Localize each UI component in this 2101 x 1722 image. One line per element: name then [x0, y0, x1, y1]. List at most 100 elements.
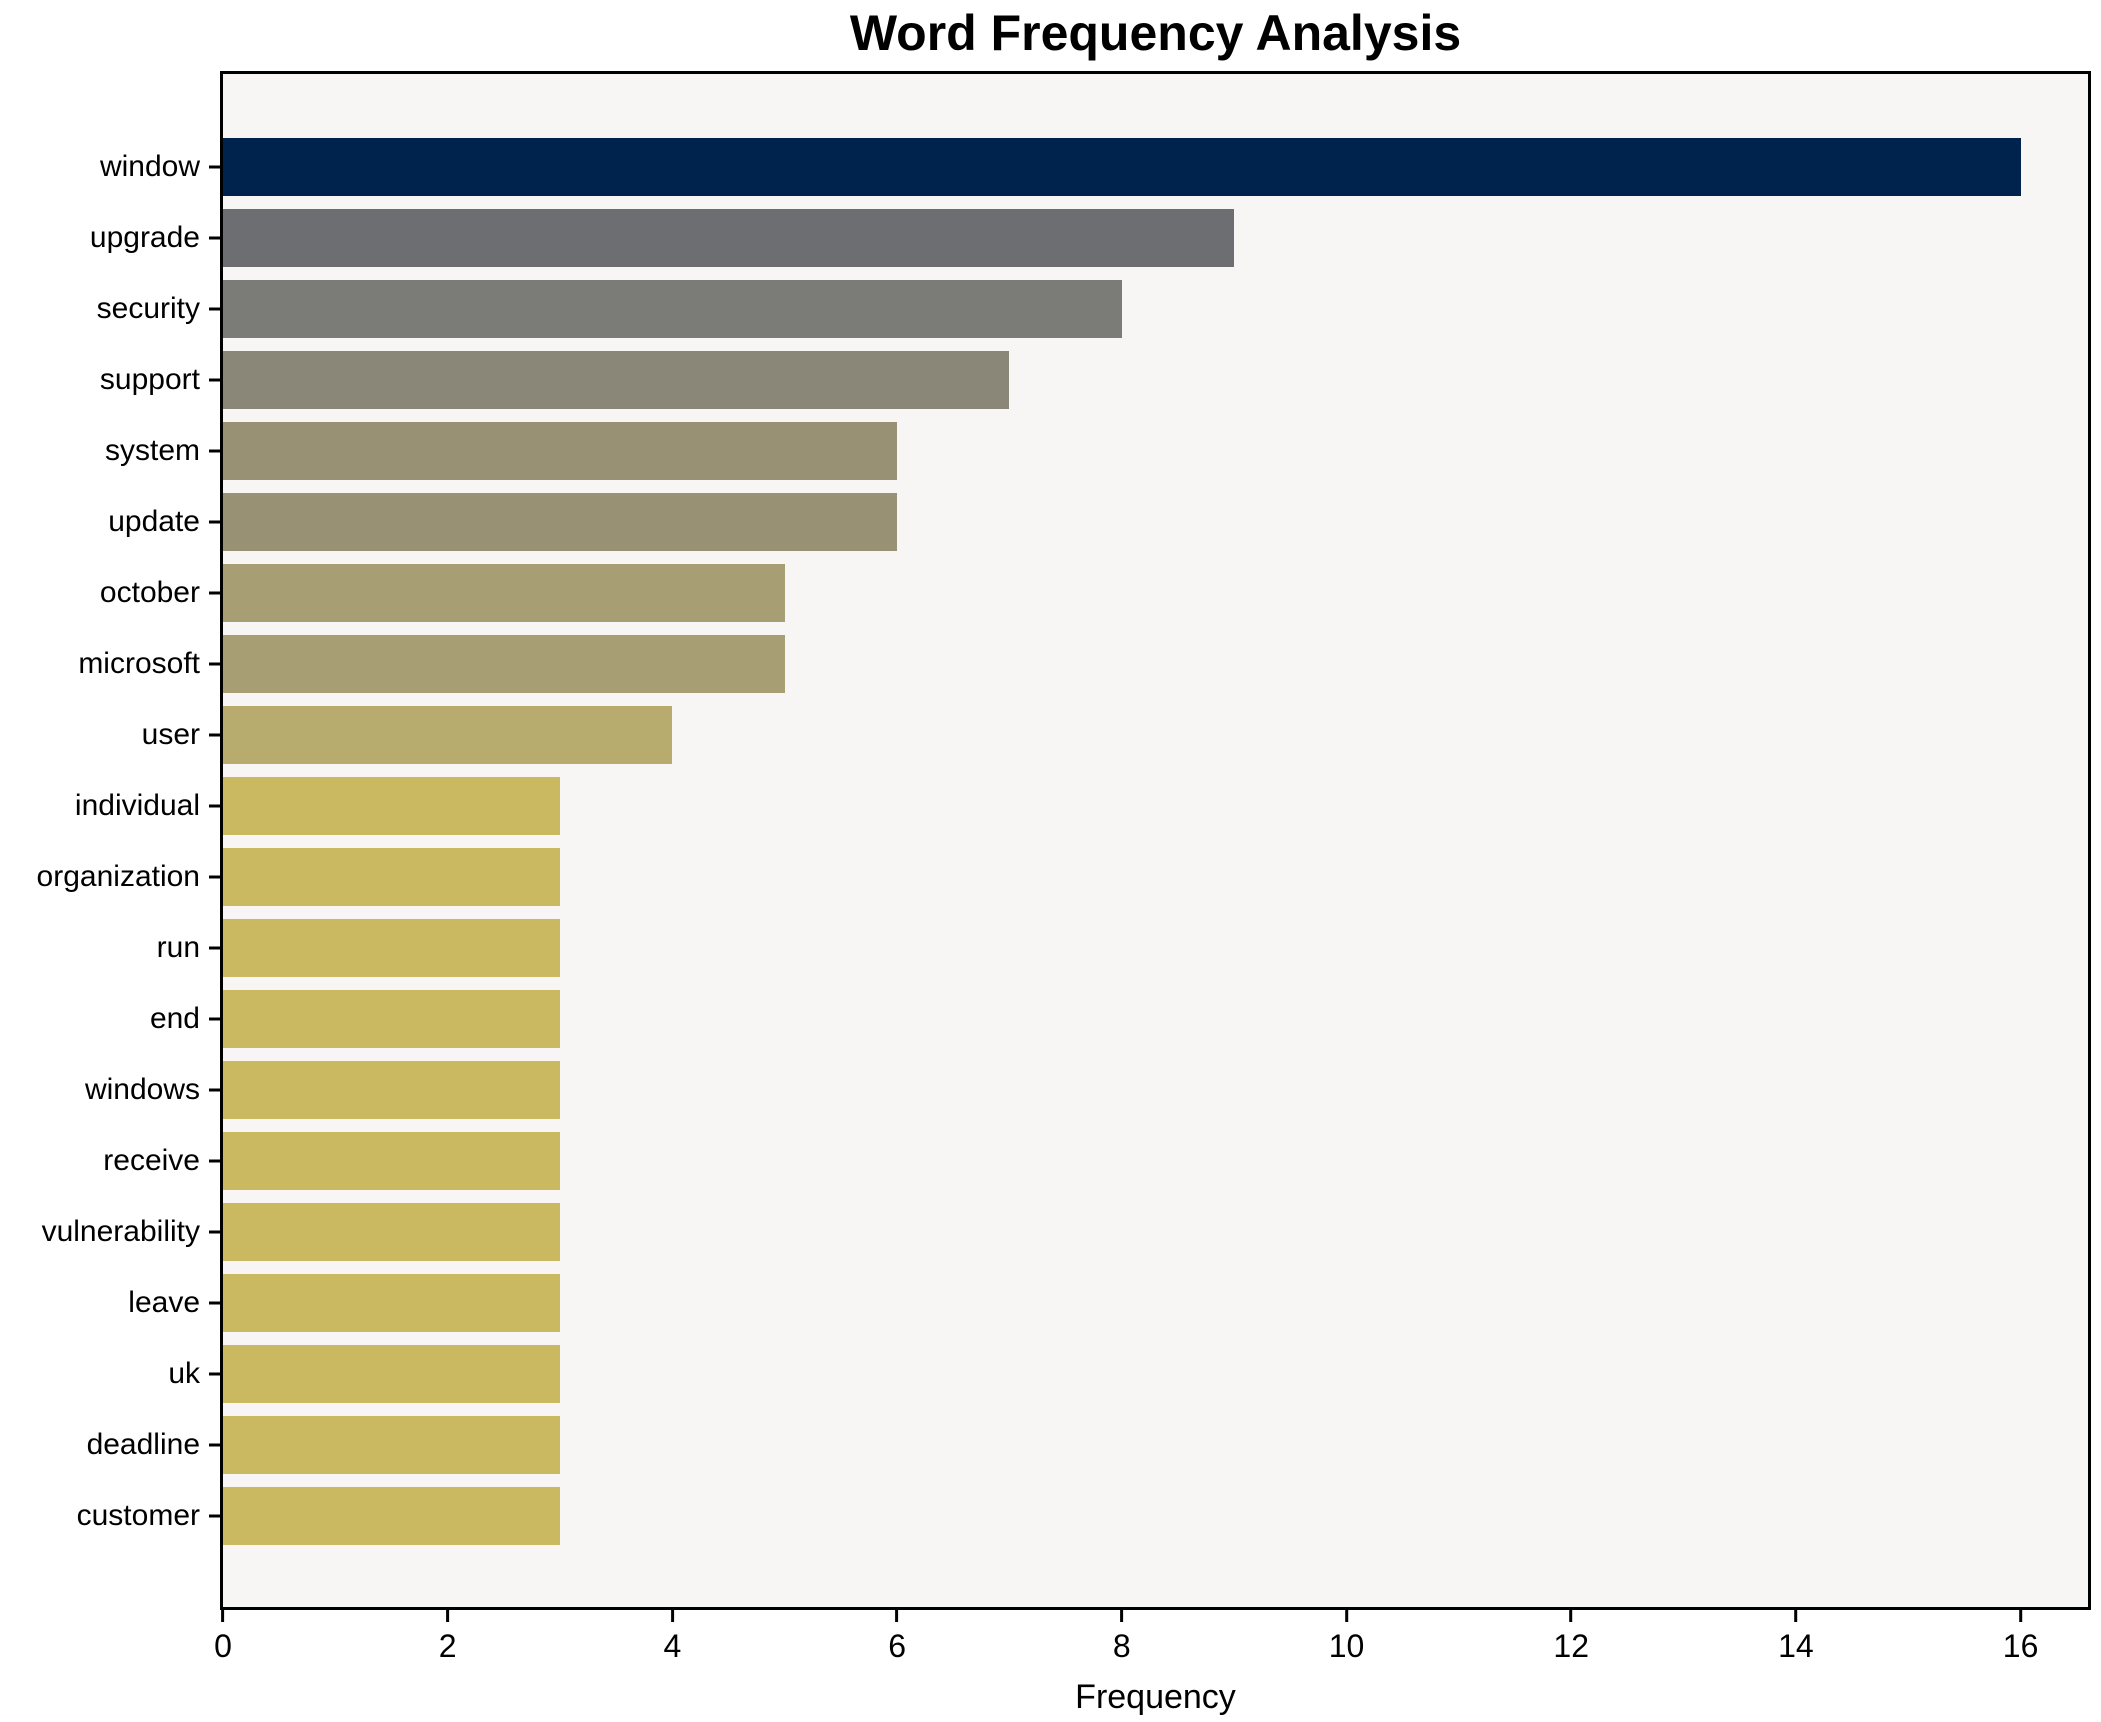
bar-row-user: user — [142, 706, 2088, 764]
x-tick-label: 0 — [214, 1628, 232, 1664]
bar-row-vulnerability: vulnerability — [42, 1203, 2088, 1261]
bar-row-uk: uk — [168, 1345, 2088, 1403]
y-tick-mark — [209, 236, 220, 240]
x-tick-6: 6 — [888, 1610, 906, 1665]
category-label: windows — [84, 1073, 200, 1106]
x-tick-8: 8 — [1113, 1610, 1131, 1665]
x-tick-mark — [1569, 1610, 1573, 1622]
bar — [223, 422, 898, 480]
x-tick-mark — [1344, 1610, 1348, 1622]
x-tick-12: 12 — [1553, 1610, 1589, 1665]
bar-row-microsoft: microsoft — [78, 635, 2088, 693]
category-label: update — [108, 505, 200, 538]
bar-row-customer: customer — [77, 1487, 2088, 1545]
y-tick-mark — [209, 946, 220, 950]
bar — [223, 564, 785, 622]
bar — [223, 777, 561, 835]
category-label: vulnerability — [41, 1215, 200, 1248]
bar-row-leave: leave — [128, 1274, 2088, 1332]
bar-row-organization: organization — [37, 848, 2088, 906]
y-tick-mark — [209, 1088, 220, 1092]
x-tick-label: 10 — [1328, 1628, 1365, 1664]
x-tick-mark — [1120, 1610, 1124, 1622]
bar-row-windows: windows — [85, 1061, 2088, 1119]
bar — [223, 1203, 561, 1261]
bar-row-window: window — [100, 138, 2088, 196]
x-tick-0: 0 — [214, 1610, 232, 1665]
x-tick-label: 8 — [1112, 1628, 1131, 1664]
bar — [223, 1416, 561, 1474]
x-tick-mark — [221, 1610, 225, 1622]
bar-row-october: october — [100, 564, 2088, 622]
y-tick-mark — [209, 875, 220, 879]
x-tick-mark — [446, 1610, 450, 1622]
category-label: customer — [76, 1499, 200, 1532]
x-tick-label: 14 — [1778, 1628, 1814, 1664]
bar — [223, 1061, 561, 1119]
bar — [223, 138, 2021, 196]
category-label: security — [96, 292, 200, 325]
y-tick-mark — [209, 1443, 220, 1447]
bar — [223, 919, 561, 977]
bar-row-run: run — [157, 919, 2088, 977]
bar — [223, 1345, 561, 1403]
x-tick-label: 4 — [663, 1628, 682, 1664]
bar — [223, 1132, 561, 1190]
plot-area: window upgrade security support system update… — [37, 71, 2091, 1610]
bar-row-end: end — [150, 990, 2088, 1048]
y-tick-mark — [209, 378, 220, 382]
x-tick-10: 10 — [1328, 1610, 1365, 1665]
bar — [223, 209, 1235, 267]
category-label: uk — [168, 1357, 200, 1390]
bar-row-receive: receive — [103, 1132, 2088, 1190]
bar — [223, 1487, 561, 1545]
category-label: leave — [128, 1286, 200, 1319]
bars-container: window upgrade security support system update… — [37, 138, 2088, 1545]
y-tick-mark — [209, 1301, 220, 1305]
bar-row-security: security — [97, 280, 2088, 338]
x-tick-mark — [670, 1610, 674, 1622]
bar — [223, 990, 561, 1048]
bar — [223, 848, 561, 906]
y-tick-mark — [209, 165, 220, 169]
x-tick-label: 16 — [2002, 1628, 2039, 1664]
x-tick-16: 16 — [2002, 1610, 2039, 1665]
x-tick-label: 6 — [888, 1628, 906, 1664]
category-label: deadline — [86, 1428, 200, 1461]
x-tick-mark — [895, 1610, 899, 1622]
y-tick-mark — [209, 1230, 220, 1234]
y-tick-mark — [209, 733, 220, 737]
y-tick-mark — [209, 307, 220, 311]
y-tick-mark — [209, 1159, 220, 1163]
y-tick-mark — [209, 591, 220, 595]
x-tick-mark — [2019, 1610, 2023, 1622]
category-label: organization — [36, 860, 200, 893]
category-label: receive — [103, 1144, 200, 1177]
x-tick-label: 12 — [1553, 1628, 1589, 1664]
category-label: individual — [74, 789, 200, 822]
x-tick-14: 14 — [1778, 1610, 1814, 1665]
category-label: window — [99, 150, 200, 183]
category-label: end — [149, 1002, 200, 1035]
bar-row-support: support — [100, 351, 2088, 409]
category-label: support — [99, 363, 200, 396]
chart-title: Word Frequency Analysis — [849, 5, 1462, 61]
category-label: upgrade — [89, 221, 200, 254]
category-label: run — [156, 931, 200, 964]
y-tick-mark — [209, 520, 220, 524]
x-tick-4: 4 — [663, 1610, 681, 1665]
category-label: user — [141, 718, 200, 751]
y-tick-mark — [209, 449, 220, 453]
bar — [223, 635, 785, 693]
x-axis-label: Frequency — [1075, 1678, 1236, 1716]
bar — [223, 351, 1010, 409]
category-label: microsoft — [78, 647, 200, 680]
bar — [223, 1274, 561, 1332]
y-tick-mark — [209, 804, 220, 808]
y-tick-mark — [209, 1372, 220, 1376]
x-tick-mark — [1794, 1610, 1798, 1622]
bar-row-deadline: deadline — [87, 1416, 2088, 1474]
bar — [223, 493, 898, 551]
category-label: october — [99, 576, 200, 609]
x-tick-2: 2 — [439, 1610, 457, 1665]
